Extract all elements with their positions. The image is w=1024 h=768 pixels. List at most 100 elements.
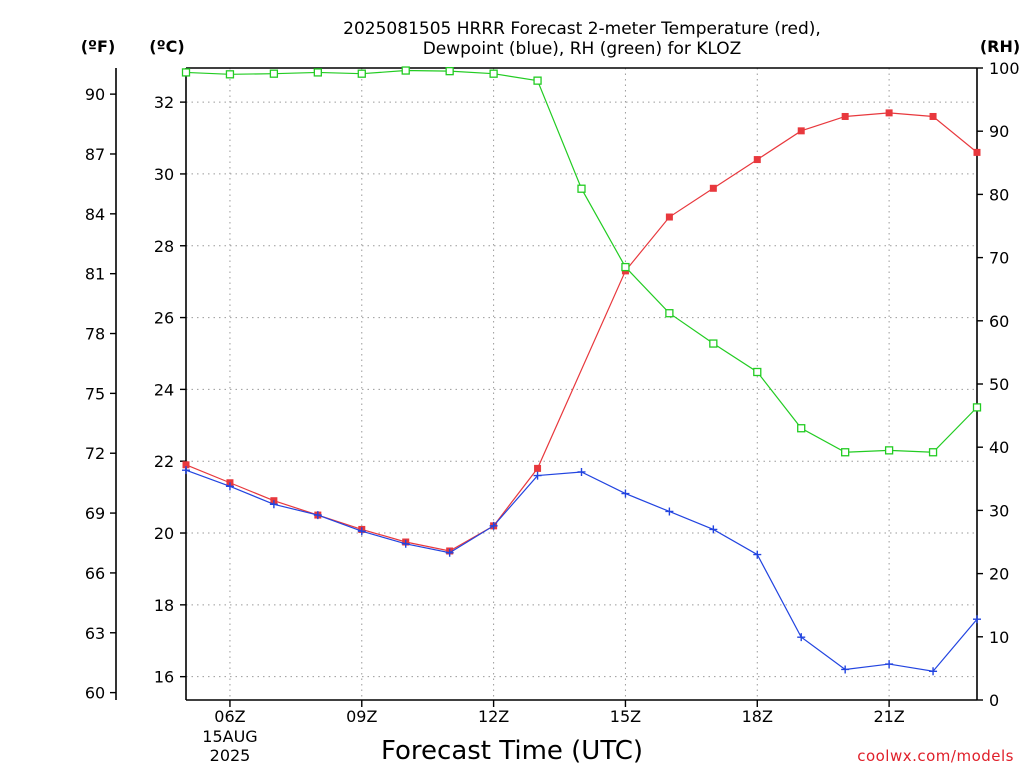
dewpoint-point bbox=[929, 667, 938, 676]
dewpoint-point bbox=[533, 471, 542, 480]
rh-tick-label: 0 bbox=[989, 691, 999, 710]
rh-tick-label: 70 bbox=[989, 249, 1009, 268]
x-tick-label: 21Z bbox=[873, 707, 904, 726]
rh-point bbox=[225, 70, 235, 79]
temperature-point bbox=[753, 156, 761, 164]
rh-series bbox=[181, 66, 982, 457]
rh-point bbox=[181, 68, 191, 77]
rh-point bbox=[357, 69, 366, 78]
temperature-line bbox=[185, 112, 978, 552]
rh-tick-label: 30 bbox=[989, 501, 1009, 520]
rh-point bbox=[884, 446, 894, 455]
dewpoint-point bbox=[797, 633, 806, 642]
x-date-line2: 2025 bbox=[210, 746, 251, 765]
temperature-point bbox=[885, 109, 893, 117]
x-tick-label: 15Z bbox=[610, 707, 641, 726]
celsius-tick-label: 22 bbox=[154, 452, 174, 471]
fahrenheit-tick-label: 60 bbox=[85, 684, 105, 703]
rh-line bbox=[185, 69, 978, 453]
y-left-outer-unit-label: (ºF) bbox=[81, 37, 116, 56]
temperature-point bbox=[841, 112, 849, 120]
celsius-tick-label: 20 bbox=[154, 524, 174, 543]
celsius-tick-label: 32 bbox=[154, 93, 174, 112]
celsius-tick-label: 26 bbox=[154, 309, 174, 328]
temperature-point bbox=[797, 127, 805, 135]
rh-point bbox=[841, 448, 850, 457]
dewpoint-point bbox=[885, 660, 894, 669]
dewpoint-point bbox=[357, 527, 366, 536]
dewpoint-point bbox=[225, 482, 234, 491]
rh-tick-label: 90 bbox=[989, 122, 1009, 141]
rh-point bbox=[665, 309, 674, 318]
fahrenheit-tick-label: 75 bbox=[85, 384, 105, 403]
rh-tick-label: 40 bbox=[989, 438, 1009, 457]
rh-point bbox=[313, 68, 322, 77]
rh-point bbox=[972, 403, 982, 412]
dewpoint-point bbox=[709, 525, 718, 534]
axes-layer: 06Z 09Z 12Z 15Z 18Z 21Z 32 30 28 26 24 22 20 18 16 90 87… bbox=[85, 59, 1020, 726]
chart-subtitle: Dewpoint (blue), RH (green) for KLOZ bbox=[423, 39, 742, 59]
rh-tick-label: 20 bbox=[989, 565, 1009, 584]
series-layer bbox=[181, 66, 982, 676]
dewpoint-point bbox=[313, 511, 322, 520]
dewpoint-series bbox=[182, 466, 981, 676]
temperature-point bbox=[534, 464, 542, 472]
rh-point bbox=[401, 66, 410, 75]
fahrenheit-tick-label: 78 bbox=[85, 325, 105, 344]
temperature-point bbox=[665, 213, 673, 221]
rh-point bbox=[533, 76, 542, 85]
temperature-point bbox=[182, 461, 190, 469]
x-tick-label: 18Z bbox=[742, 707, 773, 726]
temperature-series bbox=[182, 109, 981, 555]
chart-title: 2025081505 HRRR Forecast 2-meter Tempera… bbox=[343, 19, 821, 39]
dewpoint-point bbox=[182, 466, 190, 475]
fahrenheit-tick-label: 81 bbox=[85, 265, 105, 284]
rh-point bbox=[269, 69, 279, 78]
fahrenheit-tick-label: 63 bbox=[85, 624, 105, 643]
celsius-tick-label: 30 bbox=[154, 165, 174, 184]
rh-point bbox=[753, 367, 762, 377]
dewpoint-point bbox=[621, 489, 630, 498]
rh-point bbox=[709, 339, 718, 348]
rh-tick-label: 100 bbox=[989, 59, 1020, 78]
grid-layer bbox=[186, 68, 977, 700]
temperature-point bbox=[709, 184, 717, 192]
dewpoint-point bbox=[753, 550, 762, 559]
y-right-unit-label: (RH) bbox=[980, 37, 1020, 56]
dewpoint-point bbox=[841, 665, 850, 674]
x-axis-label: Forecast Time (UTC) bbox=[381, 736, 643, 766]
fahrenheit-tick-label: 72 bbox=[85, 444, 105, 463]
dewpoint-point bbox=[401, 539, 410, 548]
rh-tick-label: 10 bbox=[989, 628, 1009, 647]
celsius-tick-label: 24 bbox=[154, 380, 174, 399]
temperature-point bbox=[929, 112, 937, 120]
credit-text: coolwx.com/models bbox=[857, 747, 1014, 765]
rh-point bbox=[928, 448, 938, 457]
x-tick-label: 06Z bbox=[214, 707, 245, 726]
rh-point bbox=[489, 69, 498, 78]
celsius-tick-label: 18 bbox=[154, 596, 174, 615]
celsius-tick-label: 28 bbox=[154, 237, 174, 256]
fahrenheit-tick-label: 69 bbox=[85, 504, 105, 523]
temperature-point bbox=[973, 148, 981, 156]
dewpoint-point bbox=[665, 507, 674, 516]
fahrenheit-tick-label: 66 bbox=[85, 564, 105, 583]
x-date-line1: 15AUG bbox=[202, 727, 257, 746]
rh-point bbox=[621, 262, 630, 272]
x-tick-label: 12Z bbox=[478, 707, 509, 726]
dewpoint-point bbox=[269, 500, 278, 509]
fahrenheit-tick-label: 87 bbox=[85, 145, 105, 164]
dewpoint-line bbox=[185, 469, 978, 672]
rh-point bbox=[797, 424, 806, 433]
rh-tick-label: 80 bbox=[989, 185, 1009, 204]
fahrenheit-tick-label: 84 bbox=[85, 205, 105, 224]
rh-point bbox=[577, 184, 586, 193]
dewpoint-point bbox=[973, 615, 981, 624]
x-tick-label: 09Z bbox=[346, 707, 377, 726]
dewpoint-point bbox=[445, 548, 454, 557]
celsius-tick-label: 16 bbox=[154, 668, 174, 687]
fahrenheit-tick-label: 90 bbox=[85, 85, 105, 104]
rh-tick-label: 60 bbox=[989, 312, 1009, 331]
dewpoint-point bbox=[489, 521, 498, 530]
